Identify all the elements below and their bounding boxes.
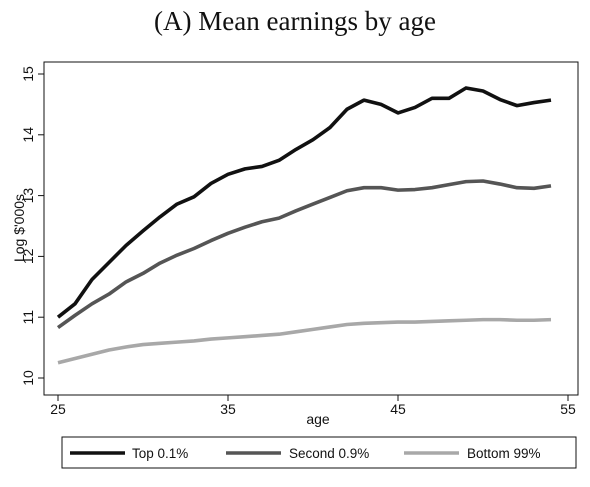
x-axis-label: age xyxy=(306,411,330,427)
y-tick-label-5: 15 xyxy=(20,66,36,82)
legend-box xyxy=(61,436,577,469)
x-tick-label-1: 35 xyxy=(220,401,236,417)
y-tick-label-3: 13 xyxy=(20,188,36,204)
chart-title: (A) Mean earnings by age xyxy=(154,6,436,36)
legend-label-1: Second 0.9% xyxy=(289,446,369,461)
y-axis-label: Log $'000s xyxy=(11,194,27,262)
series-line-2 xyxy=(57,317,552,365)
y-tick-label-2: 12 xyxy=(20,248,36,264)
y-tick-label-0: 10 xyxy=(20,370,36,386)
plot-area-frame xyxy=(43,61,579,396)
y-tick-label-1: 11 xyxy=(20,310,36,325)
y-tick-label-4: 14 xyxy=(20,127,36,143)
x-tick-label-0: 25 xyxy=(50,401,66,417)
series-line-0 xyxy=(56,86,552,319)
x-tick-label-2: 45 xyxy=(390,401,406,417)
legend-label-2: Bottom 99% xyxy=(467,446,541,461)
legend-label-0: Top 0.1% xyxy=(132,446,188,461)
x-tick-label-3: 55 xyxy=(560,401,576,417)
series-line-1 xyxy=(56,179,552,330)
